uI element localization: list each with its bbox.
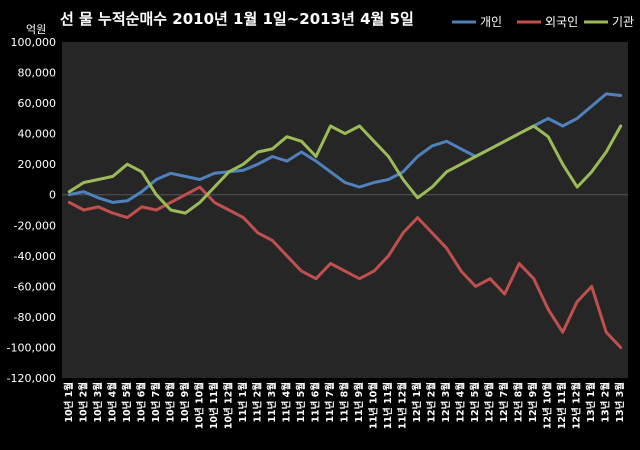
- x-axis: 10년 1월 10년 2월 10년 3월 10년 4월 10년 5월 10년 6월 10년 …: [63, 382, 626, 429]
- x-tick-label: 11년 5월: [295, 382, 307, 423]
- y-axis-unit: 억원: [26, 23, 46, 36]
- series-line-3: [67, 124, 623, 215]
- x-tick-label: 10년 9월: [179, 382, 191, 423]
- x-tick-label: 13년 1월: [585, 382, 597, 423]
- legend-label-1: 개인: [480, 15, 502, 29]
- x-tick-label: 10년 6월: [135, 382, 147, 423]
- x-tick-label: 11년 12월: [397, 382, 409, 429]
- x-tick-label: 12년 6월: [484, 382, 496, 423]
- y-tick-label: -20,000: [14, 219, 56, 232]
- y-tick-label: 0: [49, 189, 56, 202]
- legend: 개인 외국인 기관: [452, 15, 634, 29]
- x-tick-label: 13년 2월: [600, 382, 612, 423]
- x-tick-label: 12년 5월: [469, 382, 481, 423]
- x-tick-label: 11년 6월: [309, 382, 321, 423]
- x-tick-label: 12년 7월: [498, 382, 510, 423]
- x-tick-label: 10년 4월: [106, 382, 118, 423]
- y-tick-label: 100,000: [11, 36, 57, 49]
- y-tick-label: 60,000: [18, 97, 57, 110]
- plot-area: [62, 42, 628, 378]
- x-tick-label: 10년 1월: [63, 382, 75, 423]
- y-axis: 100,000 80,000 60,000 40,000 20,000 0 -20,000 -…: [7, 36, 628, 385]
- x-tick-label: 10년 10월: [193, 382, 205, 429]
- x-tick-label: 10년 3월: [92, 382, 104, 423]
- x-tick-label: 11년 10월: [368, 382, 380, 429]
- y-tick-label: 40,000: [18, 128, 57, 141]
- x-tick-label: 12년 9월: [527, 382, 539, 423]
- x-tick-label: 12년 11월: [556, 382, 568, 429]
- y-tick-label: -120,000: [7, 372, 56, 385]
- x-tick-label: 10년 11월: [208, 382, 220, 429]
- x-tick-label: 12년 12월: [571, 382, 583, 429]
- y-tick-label: -100,000: [7, 341, 56, 354]
- x-tick-label: 10년 8월: [164, 382, 176, 423]
- x-tick-label: 11년 8월: [339, 382, 351, 423]
- x-tick-label: 12년 4월: [455, 382, 467, 423]
- x-tick-label: 12년 3월: [440, 382, 452, 423]
- legend-label-2: 외국인: [545, 15, 578, 29]
- x-tick-label: 13년 3월: [614, 382, 626, 423]
- x-tick-label: 10년 2월: [77, 382, 89, 423]
- x-tick-label: 10년 5월: [121, 382, 133, 423]
- x-tick-label: 11년 2월: [251, 382, 263, 423]
- x-tick-label: 12년 10월: [542, 382, 554, 429]
- x-tick-label: 11년 7월: [324, 382, 336, 423]
- x-tick-label: 12년 8월: [513, 382, 525, 423]
- x-tick-label: 11년 4월: [280, 382, 292, 423]
- y-tick-label: -40,000: [14, 250, 56, 263]
- chart-title: 선 물 누적순매수 2010년 1월 1일~2013년 4월 5일: [60, 10, 414, 28]
- x-tick-label: 11년 1월: [237, 382, 249, 423]
- legend-label-3: 기관: [612, 15, 634, 29]
- x-tick-label: 11년 9월: [353, 382, 365, 423]
- y-tick-label: -80,000: [14, 311, 56, 324]
- x-tick-label: 10년 12월: [222, 382, 234, 429]
- x-tick-label: 10년 7월: [150, 382, 162, 423]
- series-layer: [67, 92, 623, 349]
- y-tick-label: -60,000: [14, 280, 56, 293]
- x-tick-label: 11년 3월: [266, 382, 278, 423]
- x-tick-label: 12년 2월: [426, 382, 438, 423]
- series-line-2: [67, 185, 623, 349]
- y-tick-label: 80,000: [18, 67, 57, 80]
- y-tick-label: 20,000: [18, 158, 57, 171]
- x-tick-label: 12년 1월: [411, 382, 423, 423]
- x-tick-label: 11년 11월: [382, 382, 394, 429]
